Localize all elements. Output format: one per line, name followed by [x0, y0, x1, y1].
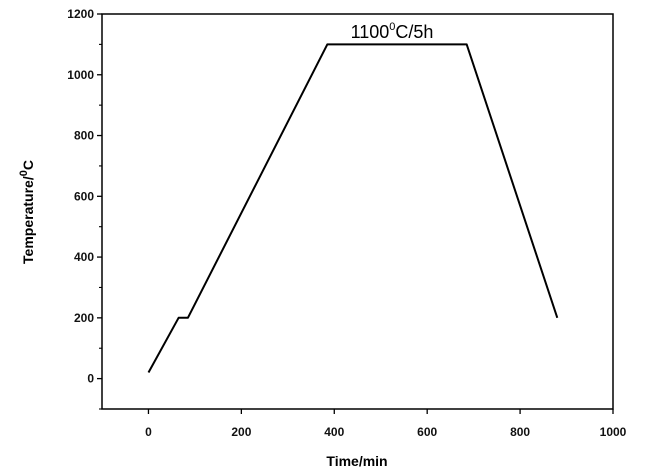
- y-tick-label: 1200: [67, 7, 94, 21]
- x-tick-label: 400: [324, 425, 344, 439]
- x-tick-label: 800: [510, 425, 530, 439]
- y-title-sup: 0: [18, 170, 30, 176]
- x-tick-label: 600: [417, 425, 437, 439]
- y-tick-label: 0: [87, 372, 94, 386]
- y-tick-label: 400: [74, 250, 94, 264]
- y-title-base: Temperature/: [20, 176, 36, 264]
- x-tick-label: 1000: [600, 425, 627, 439]
- plateau-annotation: 11000C/5h: [351, 21, 434, 42]
- y-axis-title: Temperature/0C: [18, 160, 36, 264]
- y-tick-label: 200: [74, 311, 94, 325]
- series-group: [147, 43, 559, 373]
- axes: 0 200 400 600 800 1000 0 200 400 600 800 1000 1200: [67, 7, 626, 439]
- annotation-rest: C/5h: [395, 22, 433, 42]
- annotation-base: 1100: [351, 22, 390, 42]
- plot-frame: [101, 13, 614, 410]
- y-tick-label: 600: [74, 189, 94, 203]
- y-tick-label: 800: [74, 129, 94, 143]
- x-tick-label: 200: [231, 425, 251, 439]
- y-title-rest: C: [20, 160, 36, 170]
- annotation-sup: 0: [389, 21, 395, 33]
- series-line: [147, 43, 559, 373]
- x-tick-label: 0: [145, 425, 152, 439]
- y-tick-label: 1000: [67, 68, 94, 82]
- x-axis-title: Time/min: [326, 453, 387, 469]
